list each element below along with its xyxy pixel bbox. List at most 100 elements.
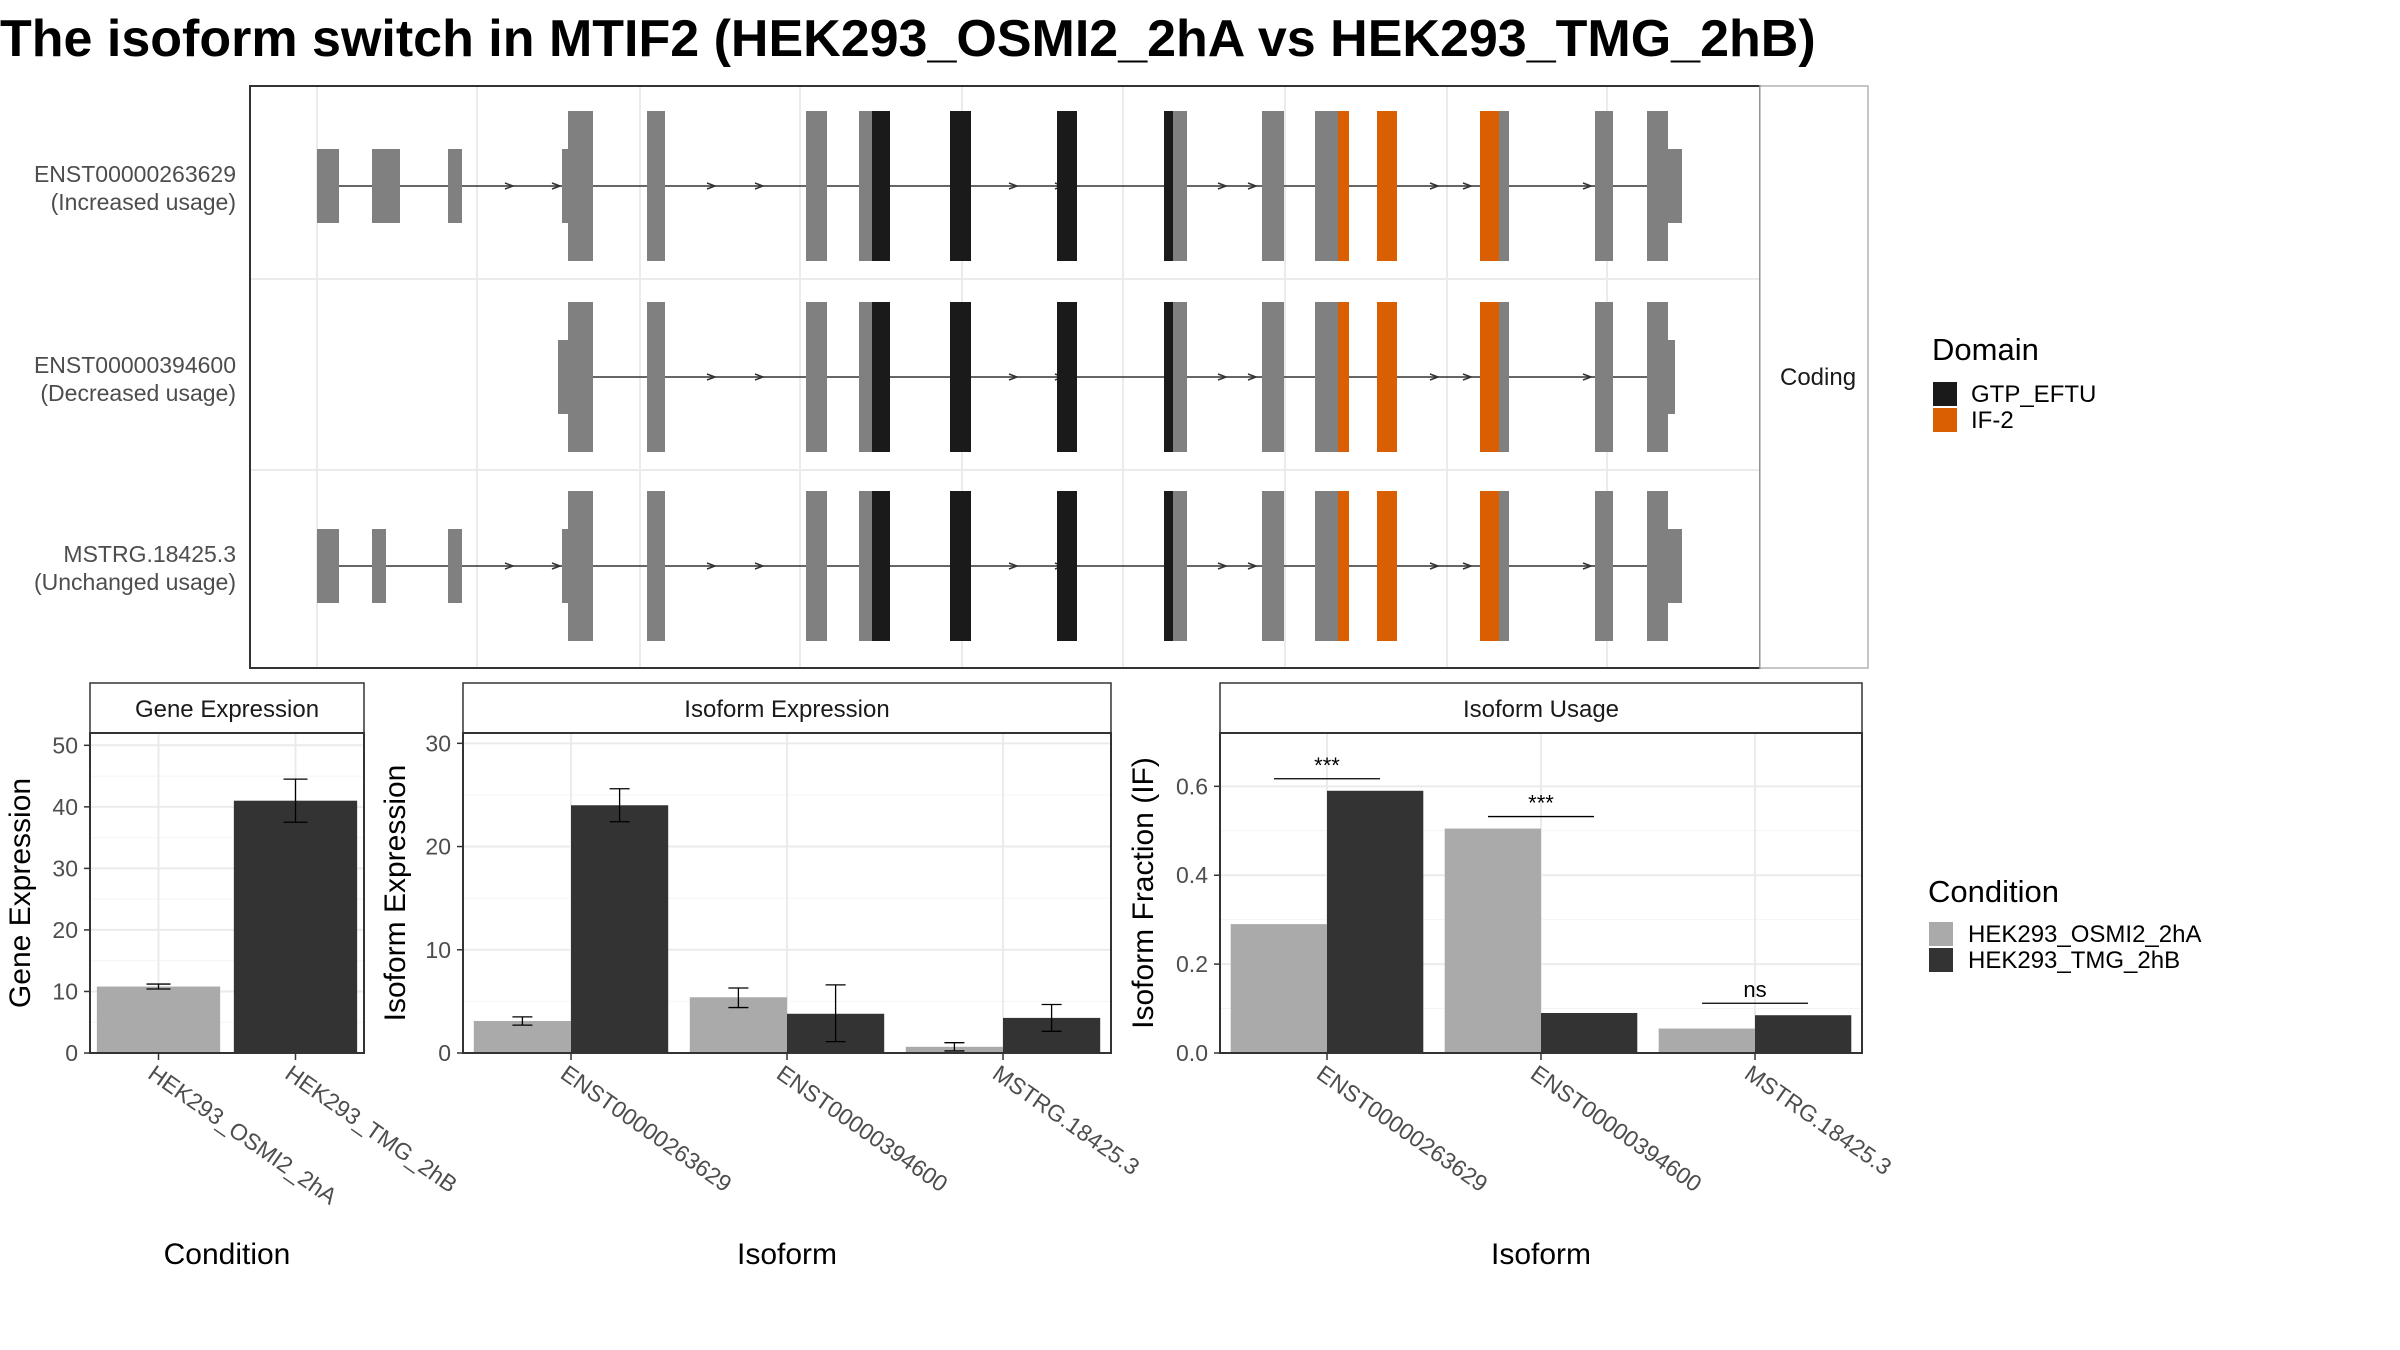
facet-strip-title: Isoform Expression bbox=[684, 696, 889, 723]
coding-exon bbox=[806, 491, 827, 641]
bar bbox=[1541, 1013, 1638, 1053]
coding-exon bbox=[1315, 111, 1338, 261]
x-tick-label: ENST00000263629 bbox=[556, 1060, 736, 1197]
gtp-eftu-domain-exon bbox=[1057, 111, 1077, 261]
domain-legend-label: IF-2 bbox=[1971, 407, 2014, 434]
if2-domain-exon bbox=[1480, 491, 1499, 641]
coding-exon bbox=[568, 491, 593, 641]
facet-strip bbox=[1219, 682, 1863, 734]
transcript-id-label: ENST00000394600 bbox=[34, 352, 236, 378]
y-tick-label: 10 bbox=[425, 937, 451, 963]
significance-label: *** bbox=[1314, 753, 1340, 778]
if2-domain-exon bbox=[1480, 302, 1499, 452]
coding-exon bbox=[1173, 302, 1187, 452]
x-tick-label: MSTRG.18425.3 bbox=[988, 1060, 1144, 1180]
y-tick-label: 40 bbox=[52, 794, 78, 820]
intron-direction-arrow bbox=[1247, 562, 1259, 570]
intron-direction-arrow bbox=[504, 562, 516, 570]
gtp-eftu-domain-exon bbox=[1057, 302, 1077, 452]
y-tick-label: 20 bbox=[52, 917, 78, 943]
gtp-eftu-domain-exon bbox=[1164, 302, 1173, 452]
transcript-usage-label: (Decreased usage) bbox=[40, 380, 236, 406]
intron-direction-arrow bbox=[1217, 373, 1229, 381]
condition-legend-title: Condition bbox=[1928, 874, 2059, 909]
domain-legend-swatch bbox=[1933, 408, 1957, 432]
intron-direction-arrow bbox=[754, 182, 766, 190]
plot-frame bbox=[89, 732, 365, 1054]
coding-exon bbox=[568, 111, 593, 261]
utr-exon bbox=[317, 149, 339, 223]
intron-direction-arrow bbox=[504, 182, 516, 190]
coding-exon bbox=[1595, 111, 1613, 261]
intron-direction-arrow bbox=[706, 562, 718, 570]
y-tick-label: 10 bbox=[52, 978, 78, 1004]
intron-direction-arrow bbox=[1247, 373, 1259, 381]
utr-exon bbox=[1668, 340, 1675, 414]
facet-strip-title: Isoform Usage bbox=[1463, 696, 1619, 723]
transcript-id-label: MSTRG.18425.3 bbox=[63, 541, 236, 567]
gtp-eftu-domain-exon bbox=[872, 302, 890, 452]
bar bbox=[1230, 924, 1327, 1053]
condition-legend-swatch bbox=[1929, 922, 1953, 946]
domain-legend-swatch bbox=[1933, 382, 1957, 406]
if2-domain-exon bbox=[1338, 302, 1349, 452]
intron-direction-arrow bbox=[551, 182, 563, 190]
if2-domain-exon bbox=[1377, 491, 1397, 641]
if2-domain-exon bbox=[1377, 111, 1397, 261]
condition-legend-label: HEK293_TMG_2hB bbox=[1968, 947, 2180, 974]
bar bbox=[1755, 1015, 1852, 1053]
if2-domain-exon bbox=[1377, 302, 1397, 452]
x-tick-label: ENST00000394600 bbox=[772, 1060, 952, 1197]
coding-exon bbox=[1262, 302, 1284, 452]
intron-direction-arrow bbox=[551, 562, 563, 570]
y-tick-label: 20 bbox=[425, 834, 451, 860]
coding-exon bbox=[1173, 111, 1187, 261]
isoform-usage-chart: Isoform Usage 0.0 0.2 0.4 0.6 *** *** ns ENST000… bbox=[1127, 682, 1896, 1271]
utr-exon bbox=[1668, 529, 1682, 603]
utr-exon bbox=[372, 149, 400, 223]
bar bbox=[1658, 1028, 1755, 1053]
coding-exon bbox=[568, 302, 593, 452]
coding-exon bbox=[859, 491, 872, 641]
intron-direction-arrow bbox=[1462, 373, 1474, 381]
intron-direction-arrow bbox=[1008, 562, 1020, 570]
x-axis-title: Condition bbox=[164, 1238, 291, 1271]
coding-exon bbox=[1647, 302, 1668, 452]
transcript-usage-label: (Increased usage) bbox=[51, 189, 236, 215]
coding-exon bbox=[647, 111, 665, 261]
transcript-id-label: ENST00000263629 bbox=[34, 161, 236, 187]
gtp-eftu-domain-exon bbox=[872, 491, 890, 641]
y-tick-label: 0.0 bbox=[1176, 1040, 1208, 1066]
intron-direction-arrow bbox=[1582, 373, 1594, 381]
utr-exon bbox=[562, 529, 570, 603]
intron-direction-arrow bbox=[1429, 373, 1441, 381]
intron-direction-arrow bbox=[1462, 182, 1474, 190]
y-axis-title: Gene Expression bbox=[4, 778, 37, 1008]
coding-exon bbox=[1262, 491, 1284, 641]
gtp-eftu-domain-exon bbox=[950, 111, 971, 261]
gtp-eftu-domain-exon bbox=[1164, 111, 1173, 261]
gtp-eftu-domain-exon bbox=[950, 491, 971, 641]
coding-exon bbox=[1499, 111, 1509, 261]
significance-label: *** bbox=[1528, 791, 1554, 816]
utr-exon bbox=[372, 529, 386, 603]
intron-direction-arrow bbox=[1462, 562, 1474, 570]
facet-strip-title: Gene Expression bbox=[135, 696, 319, 723]
domain-legend-title: Domain bbox=[1932, 332, 2039, 367]
intron-direction-arrow bbox=[1008, 182, 1020, 190]
intron-direction-arrow bbox=[1008, 373, 1020, 381]
coding-exon bbox=[1315, 302, 1338, 452]
gtp-eftu-domain-exon bbox=[1164, 491, 1173, 641]
condition-legend-swatch bbox=[1929, 948, 1953, 972]
y-tick-label: 30 bbox=[52, 855, 78, 881]
intron-direction-arrow bbox=[1429, 182, 1441, 190]
if2-domain-exon bbox=[1480, 111, 1499, 261]
coding-exon bbox=[859, 111, 872, 261]
if2-domain-exon bbox=[1338, 111, 1349, 261]
x-axis-title: Isoform bbox=[737, 1238, 837, 1271]
coding-exon bbox=[1595, 491, 1613, 641]
if2-domain-exon bbox=[1338, 491, 1349, 641]
gtp-eftu-domain-exon bbox=[1057, 491, 1077, 641]
